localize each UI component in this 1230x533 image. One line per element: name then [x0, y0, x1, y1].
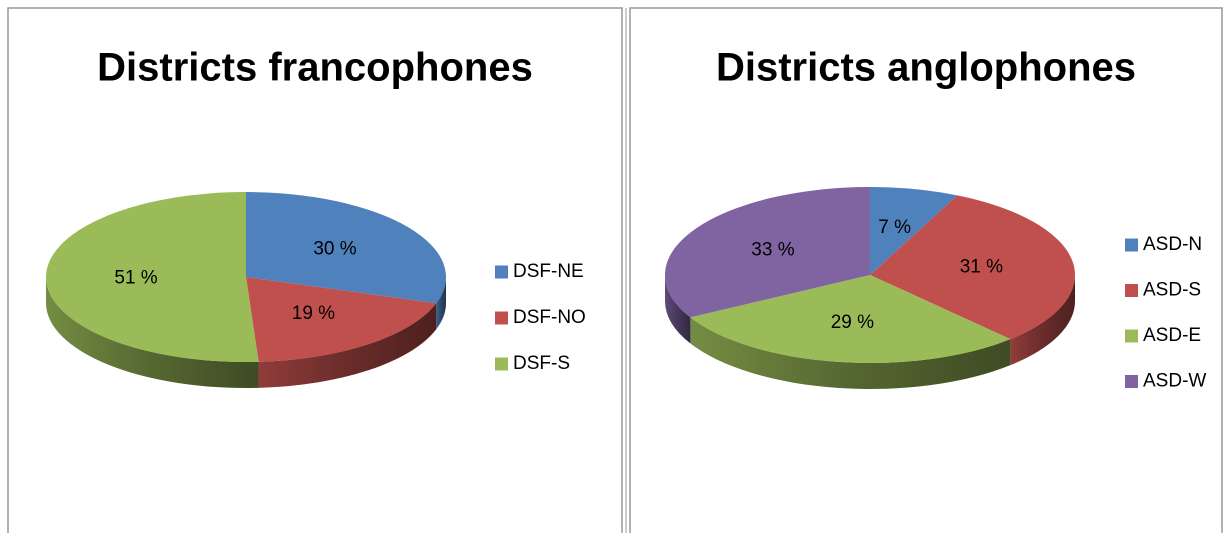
legend-swatch: [495, 357, 508, 371]
legend-label: DSF-NE: [513, 261, 584, 282]
legend-label: DSF-S: [513, 353, 570, 374]
slice: [45, 192, 259, 362]
slice: [690, 275, 1011, 364]
legend-swatch: [1125, 329, 1138, 343]
legend-swatch: [1125, 238, 1138, 252]
slice-side-shade: [258, 303, 437, 388]
legend-label: ASD-N: [1143, 234, 1202, 255]
legend-swatch: [495, 265, 508, 279]
legend-label: ASD-W: [1143, 371, 1206, 392]
data-label: 33 %: [751, 239, 794, 260]
panel-border: [629, 7, 1223, 533]
chart-title: Districts francophones: [97, 46, 533, 90]
slice-side-shade: [690, 317, 1011, 390]
legend-label: ASD-S: [1143, 280, 1201, 301]
slice: [665, 187, 870, 318]
data-label: 19 %: [292, 303, 335, 324]
data-label: 7 %: [878, 217, 911, 238]
slice: [246, 277, 437, 362]
chart-title: Districts anglophones: [716, 46, 1136, 90]
legend-swatch: [1125, 284, 1138, 297]
data-label: 31 %: [960, 256, 1003, 277]
panel-border: [7, 7, 623, 533]
legend-swatch: [495, 311, 508, 325]
data-label: 51 %: [114, 267, 157, 288]
slice: [246, 192, 447, 304]
slice-side-shade: [1010, 275, 1075, 366]
data-label: 29 %: [831, 312, 874, 333]
legend-label: ASD-E: [1143, 325, 1201, 346]
slice-side-shade: [664, 275, 691, 344]
slice: [870, 195, 1075, 340]
slice-side-shade: [46, 277, 259, 388]
slice: [870, 187, 958, 275]
legend-swatch: [1125, 375, 1138, 388]
data-label: 30 %: [313, 239, 356, 260]
slice-side-shade: [436, 277, 446, 330]
legend-label: DSF-NO: [513, 307, 586, 328]
